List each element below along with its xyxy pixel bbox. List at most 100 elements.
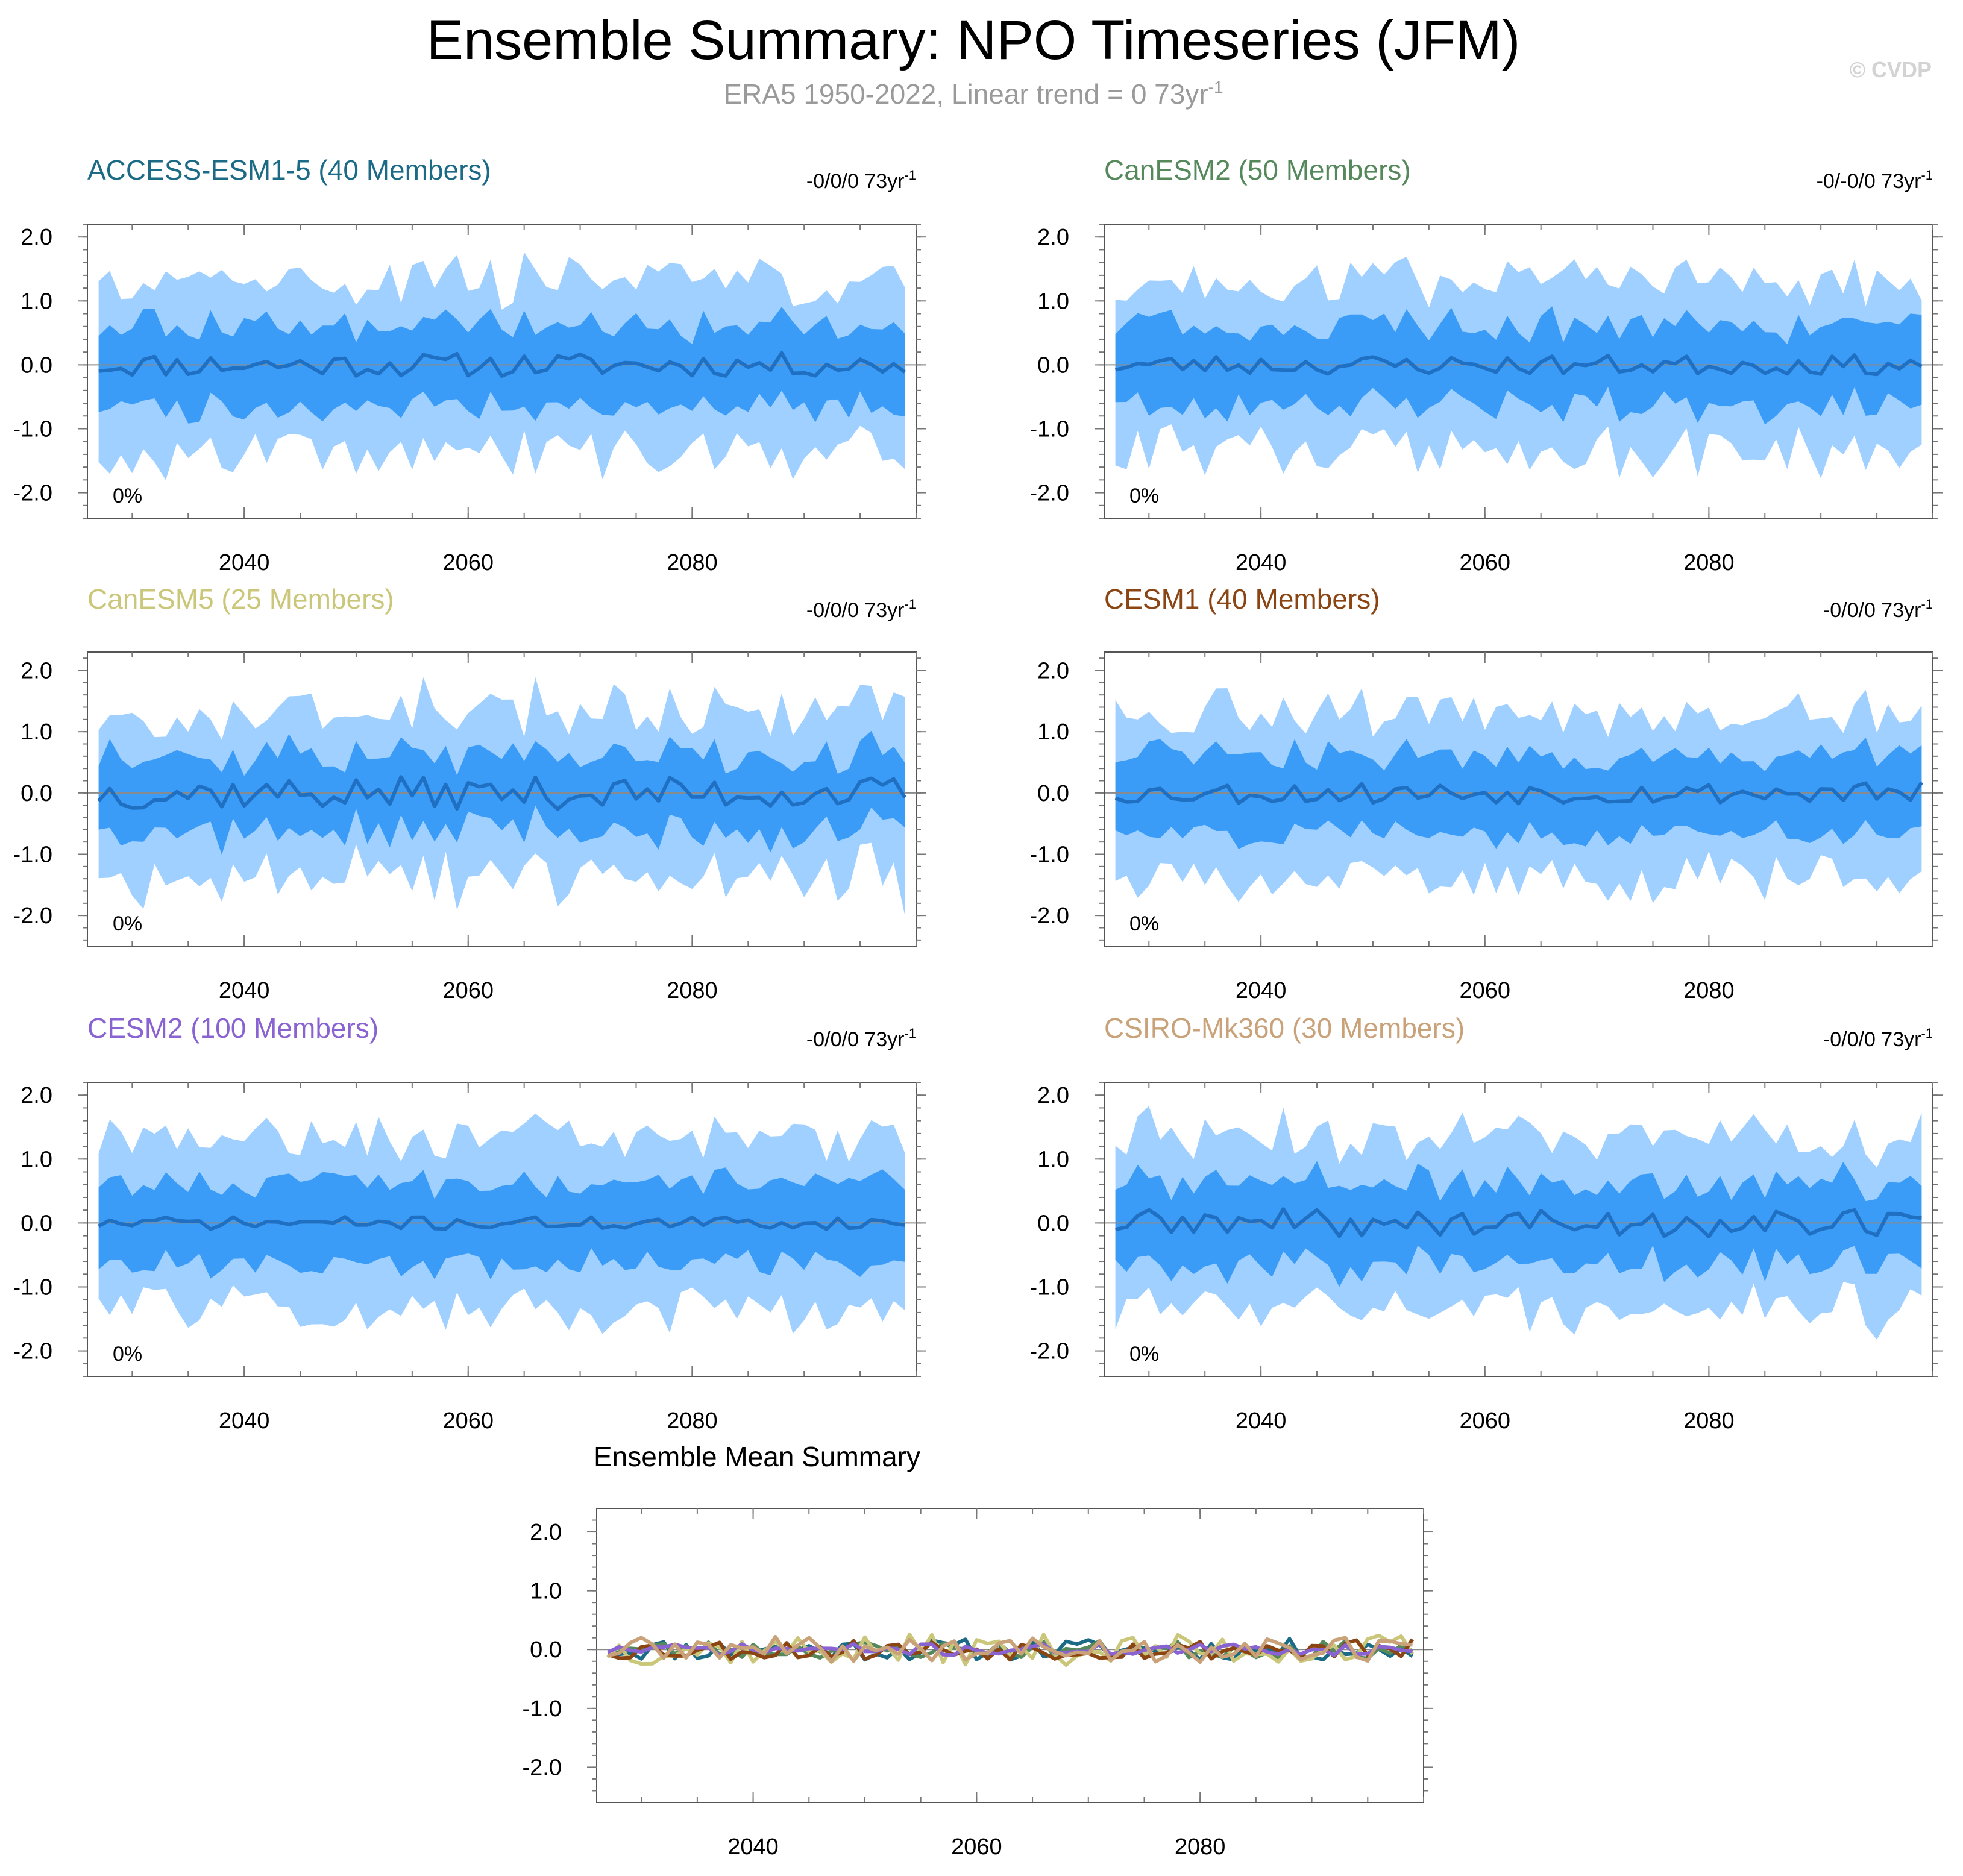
y-tick-label: 2.0 (530, 1520, 562, 1545)
ensemble-mean-line (98, 1215, 905, 1231)
x-tick-label: 2040 (1236, 550, 1287, 576)
x-tick-label: 2080 (1683, 1408, 1735, 1434)
x-tick-label: 2080 (1683, 550, 1735, 576)
figure-title: Ensemble Summary: NPO Timeseries (JFM) (427, 10, 1521, 71)
figure-subtitle: ERA5 1950-2022, Linear trend = 0 73yr-1 (723, 78, 1223, 110)
y-tick-label: 0.0 (530, 1637, 562, 1663)
panel-canesm2: CanESM2 (50 Members) 2.0 1.0 0.0 -1.0 -2.0 204… (1030, 154, 1943, 576)
ensemble-mean-line (1114, 781, 1923, 806)
panel-canesm5: CanESM5 (25 Members) 2.0 1.0 0.0 -1.0 -2.0 204… (13, 583, 926, 1003)
x-tick-label: 2040 (219, 1408, 270, 1434)
percent-label: 0% (1129, 1343, 1159, 1366)
ensemble-mean-line (1114, 1207, 1922, 1238)
trend-text: -0/0/0 73yr (1823, 599, 1921, 622)
plot-frame (596, 1508, 1424, 1803)
percent-label: 0% (1129, 485, 1159, 507)
x-tick-label: 2080 (667, 1408, 718, 1434)
y-tick-label: 2.0 (1037, 659, 1069, 684)
panel-title: CESM1 (40 Members) (1104, 583, 1380, 615)
x-tick-label: 2060 (442, 978, 494, 1003)
series-line-cesm2 (607, 1642, 1413, 1657)
percent-label: 0% (113, 485, 142, 507)
trend-label: -0/0/0 73yr-1 (806, 597, 916, 622)
trend-label: -0/0/0 73yr-1 (806, 1026, 916, 1051)
y-tick-label: -1.0 (13, 842, 52, 868)
y-tick-label: 1.0 (1037, 1147, 1069, 1172)
trend-text: -0/-0/0 73yr (1817, 170, 1921, 193)
y-tick-label: 2.0 (20, 659, 52, 684)
y-tick-label: 0.0 (1037, 1211, 1069, 1236)
y-tick-label: -2.0 (1030, 903, 1069, 929)
plot-frame (1104, 224, 1933, 519)
plot-frame (87, 651, 917, 947)
cvdp-credit: © CVDP (1849, 57, 1932, 82)
panel-title: CSIRO-Mk360 (30 Members) (1104, 1012, 1465, 1044)
trend-label: -0/-0/0 73yr-1 (1817, 168, 1933, 193)
y-tick-label: -2.0 (13, 1339, 52, 1364)
trend-label: -0/0/0 73yr-1 (1823, 1026, 1933, 1051)
x-tick-label: 2060 (1459, 1408, 1510, 1434)
panel-access: ACCESS-ESM1-5 (40 Members) 2.0 1.0 0.0 -1.0 -… (13, 154, 926, 576)
y-tick-label: 2.0 (20, 225, 52, 250)
x-tick-label: 2060 (951, 1834, 1002, 1860)
x-tick-label: 2040 (219, 550, 270, 576)
x-tick-label: 2060 (442, 550, 494, 576)
panel-ensmean: Ensemble Mean Summary 2.0 1.0 0.0 -1.0 -2.0 20… (523, 1441, 1433, 1860)
x-tick-label: 2060 (1459, 978, 1510, 1003)
y-tick-label: -1.0 (13, 1275, 52, 1300)
x-tick-label: 2080 (1175, 1834, 1226, 1860)
panel-title: CESM2 (100 Members) (87, 1012, 378, 1044)
series-line-canesm5 (606, 1632, 1415, 1667)
x-tick-label: 2080 (1683, 978, 1735, 1003)
y-tick-label: -1.0 (1030, 842, 1069, 868)
plot-frame (1104, 1082, 1933, 1377)
y-tick-label: -2.0 (1030, 481, 1069, 506)
subtitle-text: ERA5 1950-2022, Linear trend = 0 73yr (723, 78, 1208, 110)
trend-superscript: -1 (1921, 597, 1933, 612)
y-tick-label: 0.0 (20, 781, 52, 806)
trend-superscript: -1 (1921, 1026, 1933, 1041)
panel-title: Ensemble Mean Summary (594, 1441, 920, 1472)
panel-csiro: CSIRO-Mk360 (30 Members) 2.0 1.0 0.0 -1.0 -2.… (1030, 1012, 1943, 1434)
panel-cesm2: CESM2 (100 Members) 2.0 1.0 0.0 -1.0 -2.0 2040… (13, 1012, 926, 1434)
trend-label: -0/0/0 73yr-1 (806, 168, 916, 193)
y-tick-label: -2.0 (13, 903, 52, 929)
y-tick-label: 0.0 (1037, 353, 1069, 378)
panel-title: CanESM5 (25 Members) (87, 583, 394, 615)
ensemble-mean-line (1114, 353, 1923, 377)
trend-label: -0/0/0 73yr-1 (1823, 597, 1933, 622)
y-tick-label: 1.0 (1037, 289, 1069, 314)
x-tick-label: 2040 (1236, 1408, 1287, 1434)
x-tick-label: 2060 (1459, 550, 1510, 576)
y-tick-label: -2.0 (13, 481, 52, 506)
y-tick-label: 1.0 (20, 1147, 52, 1172)
y-tick-label: 2.0 (1037, 225, 1069, 250)
y-tick-label: -1.0 (523, 1696, 562, 1722)
panel-cesm1: CESM1 (40 Members) 2.0 1.0 0.0 -1.0 -2.0 2040 2… (1030, 583, 1943, 1003)
series-line-cesm1 (607, 1638, 1415, 1662)
panels-layer: ACCESS-ESM1-5 (40 Members) 2.0 1.0 0.0 -1.0 -… (13, 154, 1943, 1860)
percent-label: 0% (113, 1343, 142, 1366)
ensemble-mean-line (97, 775, 906, 811)
plot-frame (87, 224, 917, 519)
trend-text: -0/0/0 73yr (1823, 1028, 1921, 1051)
y-tick-label: 2.0 (20, 1083, 52, 1108)
y-tick-label: 2.0 (1037, 1083, 1069, 1108)
percent-label: 0% (113, 912, 142, 935)
trend-superscript: -1 (904, 597, 916, 612)
trend-text: -0/0/0 73yr (806, 170, 905, 193)
y-tick-label: -1.0 (1030, 1275, 1069, 1300)
y-tick-label: -1.0 (1030, 416, 1069, 442)
x-tick-label: 2080 (667, 550, 718, 576)
trend-text: -0/0/0 73yr (806, 599, 905, 622)
y-tick-label: 1.0 (530, 1579, 562, 1604)
y-tick-label: 1.0 (1037, 720, 1069, 745)
inner-range-band (1115, 1161, 1922, 1287)
x-tick-label: 2060 (442, 1408, 494, 1434)
trend-superscript: -1 (1921, 168, 1933, 183)
subtitle-superscript: -1 (1208, 78, 1223, 96)
x-tick-label: 2040 (727, 1834, 779, 1860)
series-line-csiro-mk360 (607, 1634, 1413, 1664)
y-tick-label: 0.0 (1037, 781, 1069, 806)
